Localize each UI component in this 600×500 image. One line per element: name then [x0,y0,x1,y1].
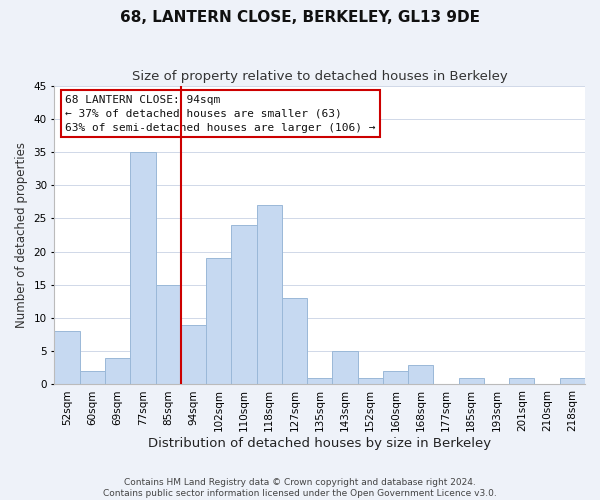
X-axis label: Distribution of detached houses by size in Berkeley: Distribution of detached houses by size … [148,437,491,450]
Bar [560,378,585,384]
Bar [105,358,130,384]
Y-axis label: Number of detached properties: Number of detached properties [15,142,28,328]
Bar [55,332,80,384]
Bar [155,285,181,384]
Bar [383,371,408,384]
Bar [181,324,206,384]
Text: Contains HM Land Registry data © Crown copyright and database right 2024.
Contai: Contains HM Land Registry data © Crown c… [103,478,497,498]
Bar [206,258,231,384]
Bar [408,364,433,384]
Bar [358,378,383,384]
Bar [257,205,282,384]
Bar [282,298,307,384]
Bar [509,378,535,384]
Bar [332,351,358,384]
Text: 68, LANTERN CLOSE, BERKELEY, GL13 9DE: 68, LANTERN CLOSE, BERKELEY, GL13 9DE [120,10,480,25]
Bar [307,378,332,384]
Text: 68 LANTERN CLOSE: 94sqm
← 37% of detached houses are smaller (63)
63% of semi-de: 68 LANTERN CLOSE: 94sqm ← 37% of detache… [65,94,376,132]
Bar [231,225,257,384]
Bar [130,152,155,384]
Bar [80,371,105,384]
Title: Size of property relative to detached houses in Berkeley: Size of property relative to detached ho… [132,70,508,83]
Bar [458,378,484,384]
